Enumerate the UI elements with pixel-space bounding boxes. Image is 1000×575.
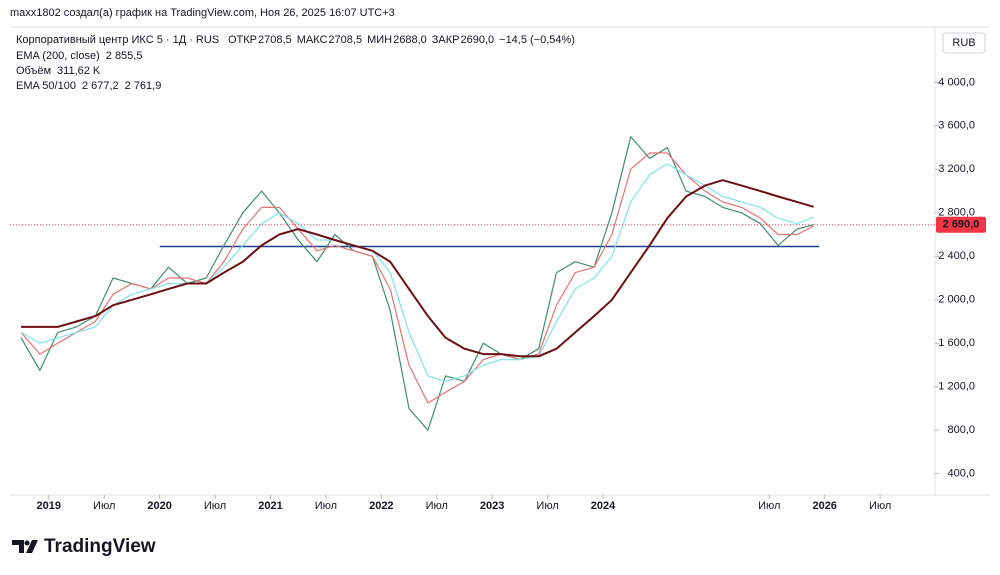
y-tick-label: 2 800,0 [938,207,975,219]
series-line [20,152,814,404]
x-tick-label: Июл [315,500,337,512]
ohlc-value: 2708,5 [258,34,292,46]
x-tick-label: Июл [204,500,226,512]
indicator-label: EMA 50/100 [16,80,76,92]
last-price-tag [936,216,986,233]
indicator-value: 2 855,5 [106,50,143,62]
y-tick-label: 3 200,0 [938,163,975,175]
x-tick-label: Июл [93,500,115,512]
ohlc-value: 2708,5 [328,34,362,46]
y-tick-label: 2 000,0 [938,294,975,306]
legend: Корпоративный центр ИКС 5 · 1Д · RUS ОТКР… [16,34,575,92]
x-tick-label: 2026 [812,500,836,512]
y-tick-label: 4 000,0 [938,76,975,88]
ohlc-label: ОТКР [228,34,257,46]
indicator-label: EMA (200, close) [16,50,100,62]
indicator-value: 2 677,2 [82,80,119,92]
series-line [20,136,814,431]
indicator-label: Объём [16,65,51,77]
indicator-value: 2 761,9 [125,80,162,92]
currency: RUB [952,37,975,49]
x-tick-label: 2023 [480,500,504,512]
symbol: Корпоративный центр ИКС 5 · 1Д · RUS [16,34,219,46]
ohlc-label: МИН [367,34,392,46]
y-tick-label: 2 400,0 [938,250,975,262]
y-tick-label: 1 200,0 [938,381,975,393]
y-tick-label: 800,0 [947,424,975,436]
x-tick-label: Июл [758,500,780,512]
change: −14,5 (−0,54%) [499,34,575,46]
x-tick-label: 2021 [258,500,282,512]
ohlc-value: 2688,0 [393,34,427,46]
last-price-label: 2 690,0 [943,219,980,231]
ohlc-label: ЗАКР [432,34,460,46]
x-tick-label: 2020 [147,500,171,512]
x-tick-label: 2019 [37,500,61,512]
ohlc-label: МАКС [297,34,328,46]
x-tick-label: Июл [869,500,891,512]
y-tick-label: 3 600,0 [938,120,975,132]
series-line [20,163,814,382]
x-tick-label: 2022 [369,500,393,512]
y-tick-label: 400,0 [947,468,975,480]
logo: TradingView [12,536,156,557]
logo-dot [24,540,30,546]
x-tick-label: 2024 [591,500,616,512]
currency-button[interactable] [942,32,986,54]
indicator-value: 311,62 K [57,65,101,77]
caption: maxx1802 создал(а) график на TradingView… [10,7,395,19]
logo-icon [12,540,38,553]
x-tick-label: Июл [426,500,448,512]
ohlc-value: 2690,0 [460,34,494,46]
logo-text: TradingView [44,536,156,557]
y-tick-label: 1 600,0 [938,337,975,349]
series-line [21,179,814,358]
x-tick-label: Июл [536,500,558,512]
